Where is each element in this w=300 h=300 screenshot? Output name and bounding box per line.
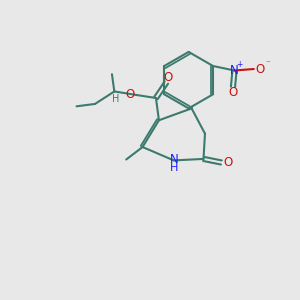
Text: N: N bbox=[230, 64, 239, 77]
Text: O: O bbox=[228, 86, 238, 99]
Text: N: N bbox=[169, 153, 178, 166]
Text: +: + bbox=[236, 60, 242, 69]
Text: O: O bbox=[255, 62, 264, 76]
Text: ⁻: ⁻ bbox=[265, 59, 270, 68]
Text: H: H bbox=[169, 164, 178, 173]
Text: O: O bbox=[125, 88, 135, 100]
Text: O: O bbox=[223, 156, 232, 169]
Text: O: O bbox=[163, 71, 172, 84]
Text: H: H bbox=[112, 94, 119, 103]
